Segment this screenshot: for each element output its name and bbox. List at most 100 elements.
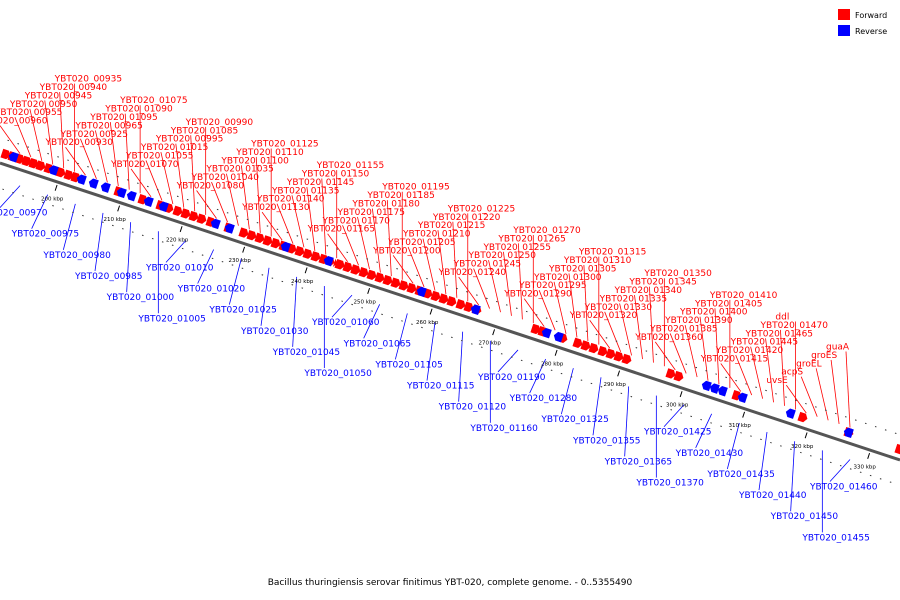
reverse-gene[interactable] bbox=[701, 380, 712, 392]
reverse-gene[interactable] bbox=[737, 392, 748, 404]
axis-tick bbox=[367, 287, 371, 294]
forward-gene[interactable] bbox=[180, 208, 191, 219]
gene-label: YBT020_01290 bbox=[503, 290, 572, 300]
forward-gene[interactable] bbox=[673, 370, 684, 382]
forward-gene[interactable] bbox=[572, 337, 583, 348]
reverse-gene[interactable] bbox=[785, 408, 796, 419]
forward-gene[interactable] bbox=[63, 169, 74, 181]
forward-gene[interactable] bbox=[382, 274, 393, 286]
reverse-gene[interactable] bbox=[280, 241, 291, 253]
forward-gene[interactable] bbox=[310, 251, 321, 262]
forward-gene[interactable] bbox=[446, 295, 457, 307]
legend-forward-label: Forward bbox=[855, 11, 887, 20]
forward-gene[interactable] bbox=[172, 205, 183, 216]
axis-tick bbox=[617, 370, 621, 377]
axis-tick-label: 300 kbp bbox=[666, 403, 689, 409]
label-leader-line bbox=[735, 354, 753, 396]
forward-gene[interactable] bbox=[665, 368, 676, 379]
forward-gene[interactable] bbox=[580, 340, 591, 351]
forward-gene[interactable] bbox=[342, 261, 348, 271]
forward-gene[interactable] bbox=[350, 264, 355, 273]
forward-gene[interactable] bbox=[797, 411, 808, 423]
reverse-gene[interactable] bbox=[88, 178, 99, 189]
forward-gene[interactable] bbox=[406, 282, 417, 294]
forward-gene[interactable] bbox=[438, 293, 449, 304]
reverse-gene[interactable] bbox=[143, 196, 154, 208]
axis-tick bbox=[804, 432, 808, 439]
forward-gene[interactable] bbox=[621, 353, 632, 365]
forward-gene[interactable] bbox=[262, 235, 273, 246]
reverse-gene[interactable] bbox=[709, 383, 720, 394]
reverse-gene[interactable] bbox=[100, 182, 111, 193]
forward-gene[interactable] bbox=[270, 237, 281, 249]
gene-label: YBT020_01070 bbox=[110, 160, 179, 170]
forward-gene[interactable] bbox=[463, 301, 474, 313]
reverse-gene[interactable] bbox=[541, 327, 552, 339]
forward-gene[interactable] bbox=[254, 232, 265, 244]
forward-gene[interactable] bbox=[347, 263, 353, 272]
forward-gene[interactable] bbox=[340, 260, 345, 270]
gene-label: YBT020_00930 bbox=[45, 138, 114, 148]
forward-gene[interactable] bbox=[35, 160, 46, 171]
reverse-gene[interactable] bbox=[210, 218, 221, 230]
forward-gene[interactable] bbox=[332, 258, 338, 268]
forward-gene[interactable] bbox=[335, 259, 340, 268]
forward-gene[interactable] bbox=[196, 213, 207, 224]
forward-gene[interactable] bbox=[455, 298, 466, 310]
forward-gene[interactable] bbox=[613, 351, 624, 362]
label-leader-line bbox=[437, 230, 447, 295]
forward-gene[interactable] bbox=[21, 155, 32, 167]
forward-gene[interactable] bbox=[430, 290, 441, 302]
gene-label: YBT020_01320 bbox=[569, 311, 638, 321]
reverse-gene[interactable] bbox=[126, 191, 137, 202]
reverse-gene[interactable] bbox=[416, 286, 427, 298]
forward-gene[interactable] bbox=[597, 345, 608, 357]
label-leader-line bbox=[634, 294, 643, 360]
label-leader-line bbox=[560, 368, 574, 415]
forward-gene[interactable] bbox=[366, 269, 377, 281]
reverse-gene[interactable] bbox=[224, 223, 235, 234]
gene-label: YBT020_01060 bbox=[311, 318, 380, 328]
label-leader-line bbox=[292, 276, 298, 347]
forward-gene[interactable] bbox=[374, 272, 385, 283]
reverse-gene[interactable] bbox=[116, 187, 127, 199]
forward-gene[interactable] bbox=[398, 280, 409, 291]
forward-gene[interactable] bbox=[188, 210, 199, 222]
forward-gene[interactable] bbox=[238, 227, 249, 238]
forward-gene[interactable] bbox=[390, 277, 401, 288]
reverse-gene[interactable] bbox=[48, 165, 59, 176]
axis-tick bbox=[179, 226, 183, 233]
label-leader-line bbox=[663, 404, 685, 427]
forward-gene[interactable] bbox=[530, 323, 541, 335]
label-leader-line bbox=[407, 246, 425, 288]
forward-gene[interactable] bbox=[337, 260, 343, 269]
reverse-gene[interactable] bbox=[158, 201, 169, 212]
gene-label: YBT020_00925 bbox=[59, 130, 127, 140]
forward-gene[interactable] bbox=[294, 245, 305, 257]
reverse-gene[interactable] bbox=[323, 256, 334, 267]
forward-gene[interactable] bbox=[0, 148, 11, 160]
gene-label: YBT020_01465 bbox=[745, 329, 813, 339]
axis-tick bbox=[492, 329, 496, 336]
label-leader-line bbox=[422, 238, 436, 291]
gene-label: YBT020_01345 bbox=[628, 278, 696, 288]
label-leader-line bbox=[695, 413, 713, 449]
reverse-gene[interactable] bbox=[8, 152, 19, 163]
reverse-gene[interactable] bbox=[76, 174, 87, 185]
reverse-gene[interactable] bbox=[470, 304, 481, 315]
forward-gene[interactable] bbox=[358, 266, 369, 278]
forward-gene[interactable] bbox=[28, 158, 39, 169]
gene-label: YBT020_01040 bbox=[191, 173, 260, 183]
forward-gene[interactable] bbox=[302, 248, 313, 259]
gene-label: uvsE bbox=[766, 376, 788, 386]
forward-gene[interactable] bbox=[605, 348, 616, 359]
reverse-gene[interactable] bbox=[717, 386, 728, 397]
forward-gene[interactable] bbox=[345, 262, 350, 272]
forward-gene[interactable] bbox=[588, 342, 599, 354]
label-leader-line bbox=[726, 422, 740, 470]
reverse-gene[interactable] bbox=[843, 427, 854, 439]
label-leader-line bbox=[386, 200, 392, 277]
reverse-gene[interactable] bbox=[553, 331, 564, 343]
forward-gene[interactable] bbox=[246, 229, 257, 241]
forward-gene[interactable] bbox=[894, 443, 900, 455]
